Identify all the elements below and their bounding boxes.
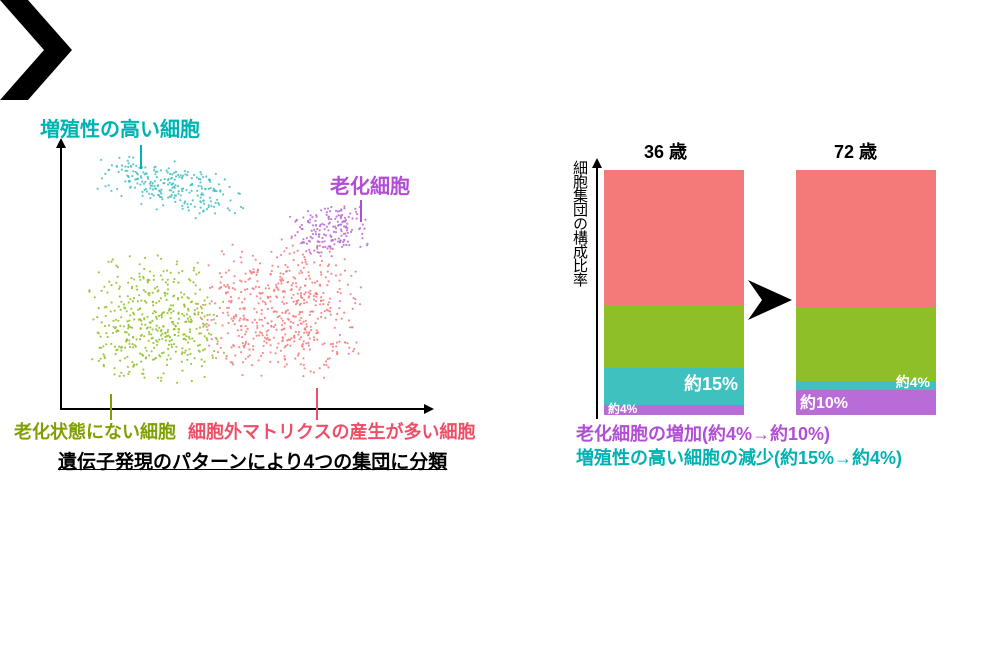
stacked-bar-age36: 約15% 約4% bbox=[604, 170, 744, 415]
bars-y-axis-label: 細胞集団の構成比率 bbox=[570, 160, 588, 405]
stacked-bar-age72: 約4% 約10% bbox=[796, 170, 936, 415]
leader-nonsenescent bbox=[110, 394, 112, 420]
bar-segment-label-age72-proliferative: 約4% bbox=[896, 372, 930, 392]
bar-title-age36: 36 歳 bbox=[644, 142, 687, 164]
leader-senescent bbox=[360, 200, 362, 222]
bar-segment-age36-non_senescent bbox=[604, 305, 744, 369]
bar-segment-label-age72-senescent: 約10% bbox=[800, 389, 848, 413]
scatter-x-axis bbox=[60, 408, 426, 410]
scatter-y-axis bbox=[60, 144, 62, 410]
bar-segment-label-age36-proliferative: 約15% bbox=[684, 370, 738, 396]
cluster-label-ecm_high: 細胞外マトリクスの産生が多い細胞 bbox=[188, 422, 475, 444]
cluster-label-senescent: 老化細胞 bbox=[330, 175, 410, 199]
scatter-x-arrowhead bbox=[424, 404, 434, 414]
bars-y-axis bbox=[596, 166, 598, 419]
bar-segment-age72-senescent: 約10% bbox=[796, 390, 936, 415]
summary-text: 増殖性の高い細胞の減少 bbox=[576, 448, 774, 468]
leader-ecm bbox=[316, 388, 318, 420]
bar-segment-age36-ecm_high bbox=[604, 170, 744, 305]
scatter-caption: 遺伝子発現のパターンにより4つの集団に分類 bbox=[58, 452, 447, 475]
bar-segment-label-age36-senescent: 約4% bbox=[608, 400, 637, 417]
leader-proliferative bbox=[140, 145, 142, 169]
bar-segment-age72-non_senescent bbox=[796, 307, 936, 381]
cluster-label-non_senescent: 老化状態にない細胞 bbox=[14, 422, 176, 444]
cluster-label-proliferative: 増殖性の高い細胞 bbox=[40, 118, 200, 142]
transition-arrow-icon bbox=[748, 280, 792, 320]
summary-text: 老化細胞の増加 bbox=[576, 424, 702, 444]
bar-segment-age72-ecm_high bbox=[796, 170, 936, 307]
bars-y-arrowhead bbox=[592, 158, 602, 168]
summary-text: (約4%→約10%) bbox=[702, 424, 830, 444]
summary-text: (約15%→約4%) bbox=[774, 448, 902, 468]
summary-line-0: 老化細胞の増加(約4%→約10%) bbox=[576, 424, 830, 446]
bar-segment-age36-senescent: 約4% bbox=[604, 405, 744, 415]
bar-title-age72: 72 歳 bbox=[834, 142, 877, 164]
big-arrow-icon bbox=[0, 0, 72, 100]
summary-line-1: 増殖性の高い細胞の減少(約15%→約4%) bbox=[576, 448, 902, 470]
